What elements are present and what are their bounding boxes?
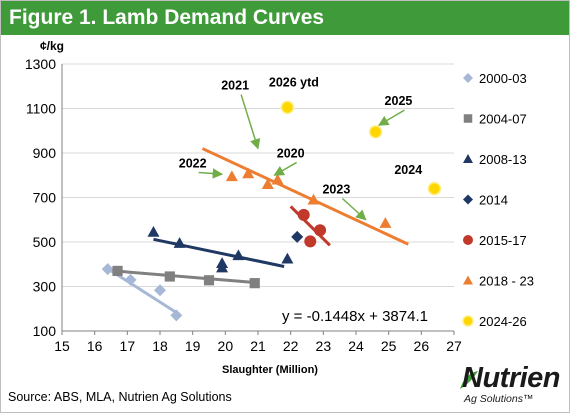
x-tick-label: 18 [152, 338, 168, 354]
data-point [232, 249, 245, 261]
trend-line [289, 205, 331, 247]
y-axis-label: ¢/kg [40, 39, 64, 53]
legend-marker [463, 114, 473, 123]
annotation-label: 2024 [394, 163, 422, 177]
data-point [304, 235, 317, 248]
x-tick-label: 22 [283, 338, 299, 354]
data-point [249, 278, 260, 289]
data-point [216, 261, 229, 273]
legend-label: 2014 [479, 193, 508, 208]
x-tick-label: 23 [316, 338, 332, 354]
data-point [173, 237, 186, 248]
annotation-arrow [377, 109, 405, 126]
annotation-label: 2020 [277, 146, 305, 160]
annotation-label: 2025 [385, 94, 413, 108]
legend-marker [462, 315, 474, 327]
x-tick-label: 17 [120, 338, 136, 354]
data-point [307, 193, 320, 205]
y-tick-label: 900 [33, 145, 57, 161]
y-tick-label: 1300 [25, 56, 56, 72]
nutrien-logo: Nutrien Ag Solutions™ [448, 362, 568, 406]
x-tick-label: 19 [185, 338, 201, 354]
y-tick-label: 1100 [26, 101, 56, 117]
page-title: Figure 1. Lamb Demand Curves [9, 6, 325, 29]
x-tick-label: 26 [414, 338, 430, 354]
legend-label: 2015-17 [479, 233, 527, 248]
x-axis-label: Slaughter (Million) [222, 364, 318, 376]
data-point [203, 275, 215, 286]
trend-line [114, 269, 255, 284]
x-tick-label: 16 [87, 338, 103, 354]
annotation-label: 2023 [322, 182, 350, 196]
data-point [291, 230, 304, 243]
legend-marker [463, 275, 473, 285]
x-tick-label: 25 [381, 338, 397, 354]
x-tick-label: 27 [446, 338, 462, 354]
data-point [170, 309, 183, 322]
data-point [164, 271, 175, 282]
source-note: Source: ABS, MLA, Nutrien Ag Solutions [8, 390, 232, 404]
annotation-label: 2026 ytd [269, 75, 319, 89]
trend-equation: y = -0.1448x + 3874.1 [282, 308, 428, 325]
data-point [101, 263, 114, 276]
data-point [314, 224, 327, 237]
legend-label: 2024-26 [479, 314, 527, 329]
data-point [225, 170, 238, 182]
trend-line [153, 237, 285, 268]
y-tick-label: 300 [33, 279, 57, 295]
logo-subtitle: Ag Solutions™ [464, 393, 534, 405]
trend-line [201, 147, 409, 246]
annotation-arrow [198, 168, 224, 179]
data-point [124, 273, 137, 286]
data-point [297, 208, 310, 221]
data-point [147, 225, 160, 237]
x-tick-label: 20 [218, 338, 234, 354]
data-point [261, 178, 274, 189]
legend-marker [463, 73, 473, 83]
legend-label: 2000-03 [479, 71, 527, 86]
legend-label: 2018 - 23 [479, 274, 534, 289]
logo-word: Nutrien [462, 362, 561, 394]
x-tick-label: 24 [348, 338, 364, 354]
annotation-arrow [273, 161, 298, 176]
data-point [280, 100, 295, 115]
legend-label: 2004-07 [479, 112, 527, 127]
data-point [154, 284, 166, 297]
data-point [271, 173, 284, 185]
y-tick-label: 100 [33, 323, 57, 339]
annotation-arrow [240, 94, 261, 150]
legend-label: 2008-13 [479, 152, 527, 167]
legend-marker [463, 235, 473, 245]
data-point [242, 167, 255, 179]
title-bar: Figure 1. Lamb Demand Curves [1, 1, 569, 35]
data-point [368, 125, 383, 139]
x-tick-label: 15 [54, 338, 70, 354]
data-point [379, 217, 392, 228]
annotation-arrow [341, 197, 367, 221]
y-tick-label: 500 [33, 234, 57, 250]
annotation-label: 2021 [221, 79, 249, 93]
x-tick-label: 21 [250, 338, 266, 354]
data-point [427, 181, 442, 196]
annotation-label: 2022 [179, 156, 207, 170]
legend-marker [463, 194, 473, 205]
legend-marker [463, 154, 473, 163]
leaf-icon [460, 371, 478, 389]
data-point [281, 252, 294, 264]
data-point [112, 265, 123, 277]
y-tick-label: 700 [33, 190, 57, 206]
